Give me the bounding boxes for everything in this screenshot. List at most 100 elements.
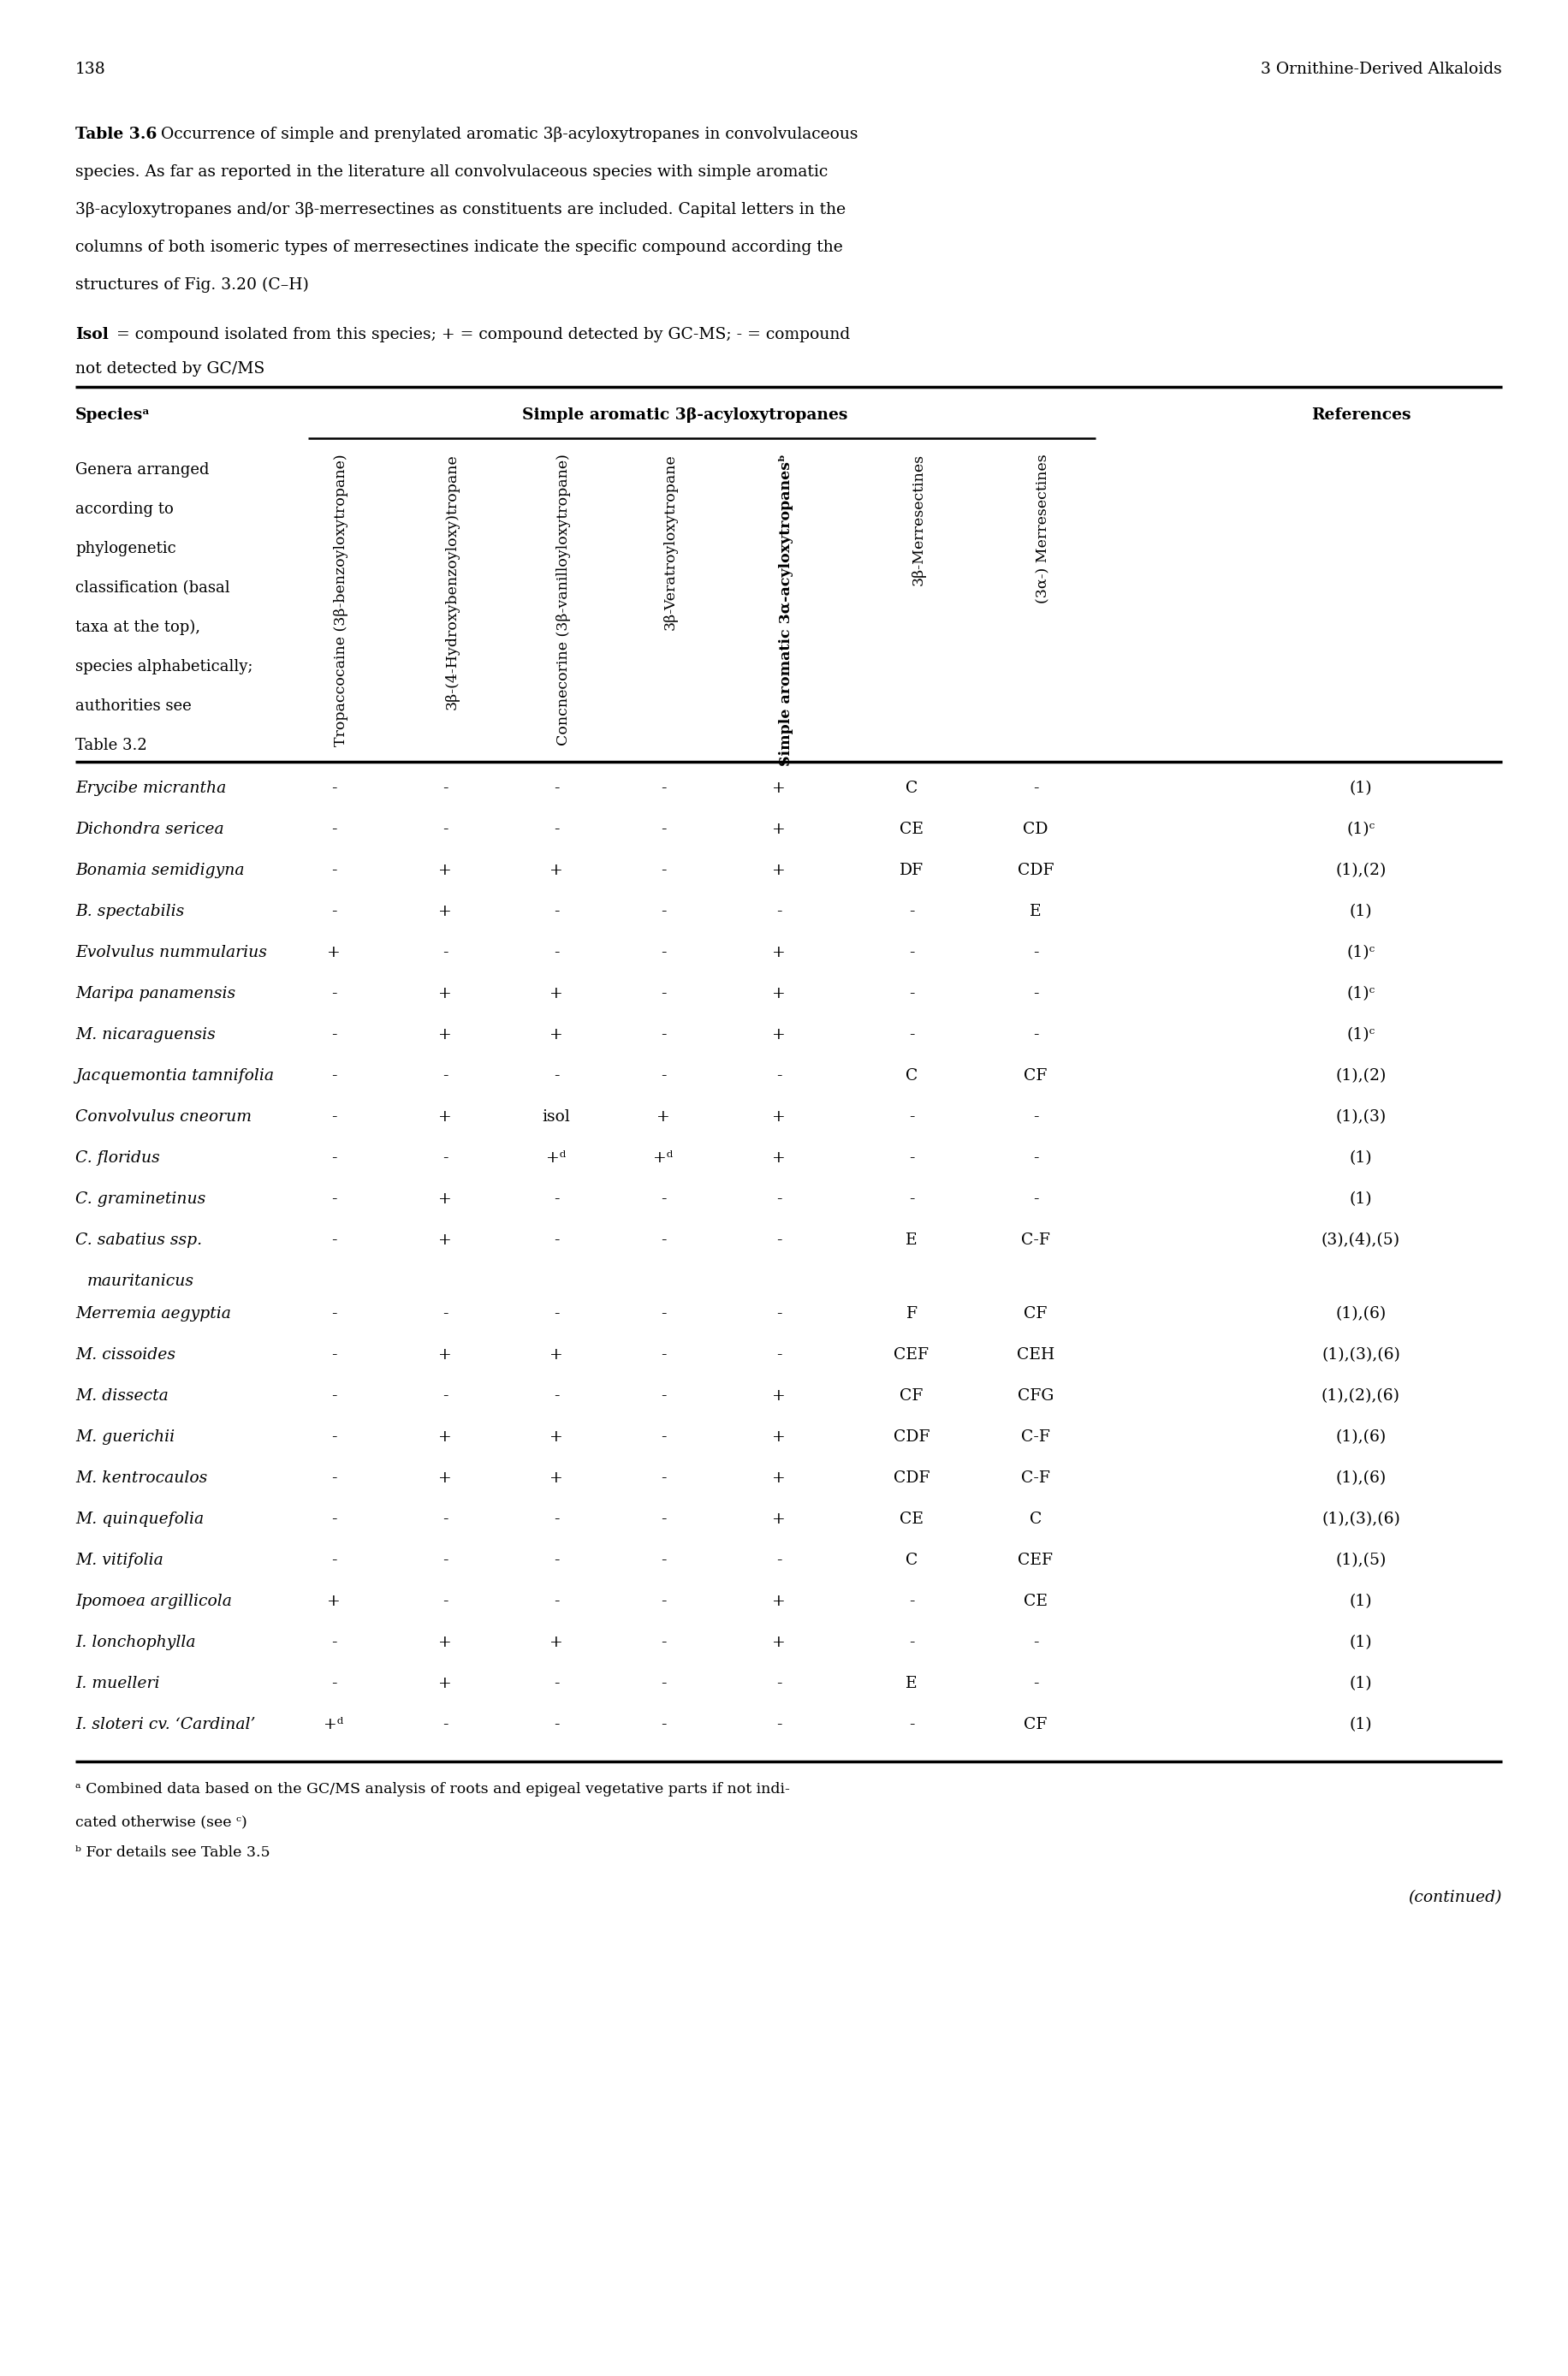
Text: -: - <box>331 1635 337 1651</box>
Text: +: + <box>437 1110 452 1124</box>
Text: -: - <box>908 1026 914 1043</box>
Text: M. quinquefolia: M. quinquefolia <box>75 1511 204 1528</box>
Text: -: - <box>442 1511 447 1528</box>
Text: -: - <box>442 822 447 836</box>
Text: +: + <box>771 1430 786 1445</box>
Text: +: + <box>437 1347 452 1361</box>
Text: -: - <box>660 1471 666 1485</box>
Text: +: + <box>771 1635 786 1651</box>
Text: CE: CE <box>898 1511 924 1528</box>
Text: +: + <box>549 862 563 879</box>
Text: structures of Fig. 3.20 (C–H): structures of Fig. 3.20 (C–H) <box>75 278 309 292</box>
Text: Bonamia semidigyna: Bonamia semidigyna <box>75 862 245 879</box>
Text: +: + <box>326 946 340 960</box>
Text: +: + <box>437 1026 452 1043</box>
Text: -: - <box>331 1190 337 1207</box>
Text: -: - <box>331 986 337 1000</box>
Text: -: - <box>1032 1675 1038 1692</box>
Text: -: - <box>331 1110 337 1124</box>
Text: -: - <box>1032 986 1038 1000</box>
Text: +: + <box>437 1471 452 1485</box>
Text: F: F <box>905 1307 917 1321</box>
Text: (1)ᶜ: (1)ᶜ <box>1345 946 1374 960</box>
Text: Convolvulus cneorum: Convolvulus cneorum <box>75 1110 251 1124</box>
Text: (1): (1) <box>1348 1718 1372 1732</box>
Text: species alphabetically;: species alphabetically; <box>75 658 252 675</box>
Text: I. muelleri: I. muelleri <box>75 1675 160 1692</box>
Text: Erycibe micrantha: Erycibe micrantha <box>75 782 226 796</box>
Text: M. vitifolia: M. vitifolia <box>75 1552 163 1568</box>
Text: C-F: C-F <box>1021 1430 1049 1445</box>
Text: -: - <box>1032 1150 1038 1167</box>
Text: E: E <box>1029 903 1041 920</box>
Text: -: - <box>908 986 914 1000</box>
Text: (continued): (continued) <box>1408 1889 1501 1906</box>
Text: -: - <box>331 903 337 920</box>
Text: -: - <box>554 903 558 920</box>
Text: +: + <box>437 903 452 920</box>
Text: not detected by GC/MS: not detected by GC/MS <box>75 361 265 378</box>
Text: -: - <box>331 1511 337 1528</box>
Text: CEF: CEF <box>894 1347 928 1361</box>
Text: -: - <box>660 1307 666 1321</box>
Text: -: - <box>660 862 666 879</box>
Text: -: - <box>331 1233 337 1247</box>
Text: M. dissecta: M. dissecta <box>75 1388 168 1404</box>
Text: (1): (1) <box>1348 1150 1372 1167</box>
Text: -: - <box>776 1347 781 1361</box>
Text: (3),(4),(5): (3),(4),(5) <box>1320 1233 1400 1247</box>
Text: -: - <box>442 946 447 960</box>
Text: Merremia aegyptia: Merremia aegyptia <box>75 1307 230 1321</box>
Text: Concnecorine (3β-vanilloyloxytropane): Concnecorine (3β-vanilloyloxytropane) <box>557 454 571 746</box>
Text: -: - <box>776 903 781 920</box>
Text: -: - <box>331 1430 337 1445</box>
Text: cated otherwise (see ᶜ): cated otherwise (see ᶜ) <box>75 1815 248 1830</box>
Text: (1),(2),(6): (1),(2),(6) <box>1320 1388 1400 1404</box>
Text: I. sloteri cv. ‘Cardinal’: I. sloteri cv. ‘Cardinal’ <box>75 1718 256 1732</box>
Text: -: - <box>554 1675 558 1692</box>
Text: -: - <box>660 1233 666 1247</box>
Text: -: - <box>554 1190 558 1207</box>
Text: Dichondra sericea: Dichondra sericea <box>75 822 224 836</box>
Text: -: - <box>1032 1110 1038 1124</box>
Text: -: - <box>660 1552 666 1568</box>
Text: +: + <box>326 1594 340 1609</box>
Text: = compound isolated from this species; + = compound detected by GC-MS; - = compo: = compound isolated from this species; +… <box>111 328 850 342</box>
Text: (1)ᶜ: (1)ᶜ <box>1345 822 1374 836</box>
Text: CFG: CFG <box>1018 1388 1054 1404</box>
Text: -: - <box>442 1718 447 1732</box>
Text: -: - <box>331 822 337 836</box>
Text: 138: 138 <box>75 62 107 76</box>
Text: classification (basal: classification (basal <box>75 580 230 596</box>
Text: +: + <box>657 1110 670 1124</box>
Text: -: - <box>660 1511 666 1528</box>
Text: +: + <box>771 782 786 796</box>
Text: CF: CF <box>1024 1307 1047 1321</box>
Text: (1): (1) <box>1348 903 1372 920</box>
Text: -: - <box>660 1026 666 1043</box>
Text: M. nicaraguensis: M. nicaraguensis <box>75 1026 215 1043</box>
Text: -: - <box>776 1718 781 1732</box>
Text: +: + <box>437 1635 452 1651</box>
Text: species. As far as reported in the literature all convolvulaceous species with s: species. As far as reported in the liter… <box>75 164 828 181</box>
Text: -: - <box>660 1718 666 1732</box>
Text: -: - <box>442 1388 447 1404</box>
Text: CDF: CDF <box>1018 862 1054 879</box>
Text: isol: isol <box>543 1110 571 1124</box>
Text: -: - <box>660 1594 666 1609</box>
Text: -: - <box>660 1675 666 1692</box>
Text: +ᵈ: +ᵈ <box>652 1150 673 1167</box>
Text: C: C <box>905 1552 917 1568</box>
Text: (3α-) Merresectines: (3α-) Merresectines <box>1035 454 1049 604</box>
Text: (1),(2): (1),(2) <box>1334 1069 1386 1083</box>
Text: +: + <box>771 1110 786 1124</box>
Text: -: - <box>331 1307 337 1321</box>
Text: B. spectabilis: B. spectabilis <box>75 903 183 920</box>
Text: -: - <box>776 1552 781 1568</box>
Text: (1),(2): (1),(2) <box>1334 862 1386 879</box>
Text: -: - <box>660 822 666 836</box>
Text: -: - <box>776 1190 781 1207</box>
Text: +: + <box>437 986 452 1000</box>
Text: according to: according to <box>75 501 174 518</box>
Text: (1),(3): (1),(3) <box>1334 1110 1386 1124</box>
